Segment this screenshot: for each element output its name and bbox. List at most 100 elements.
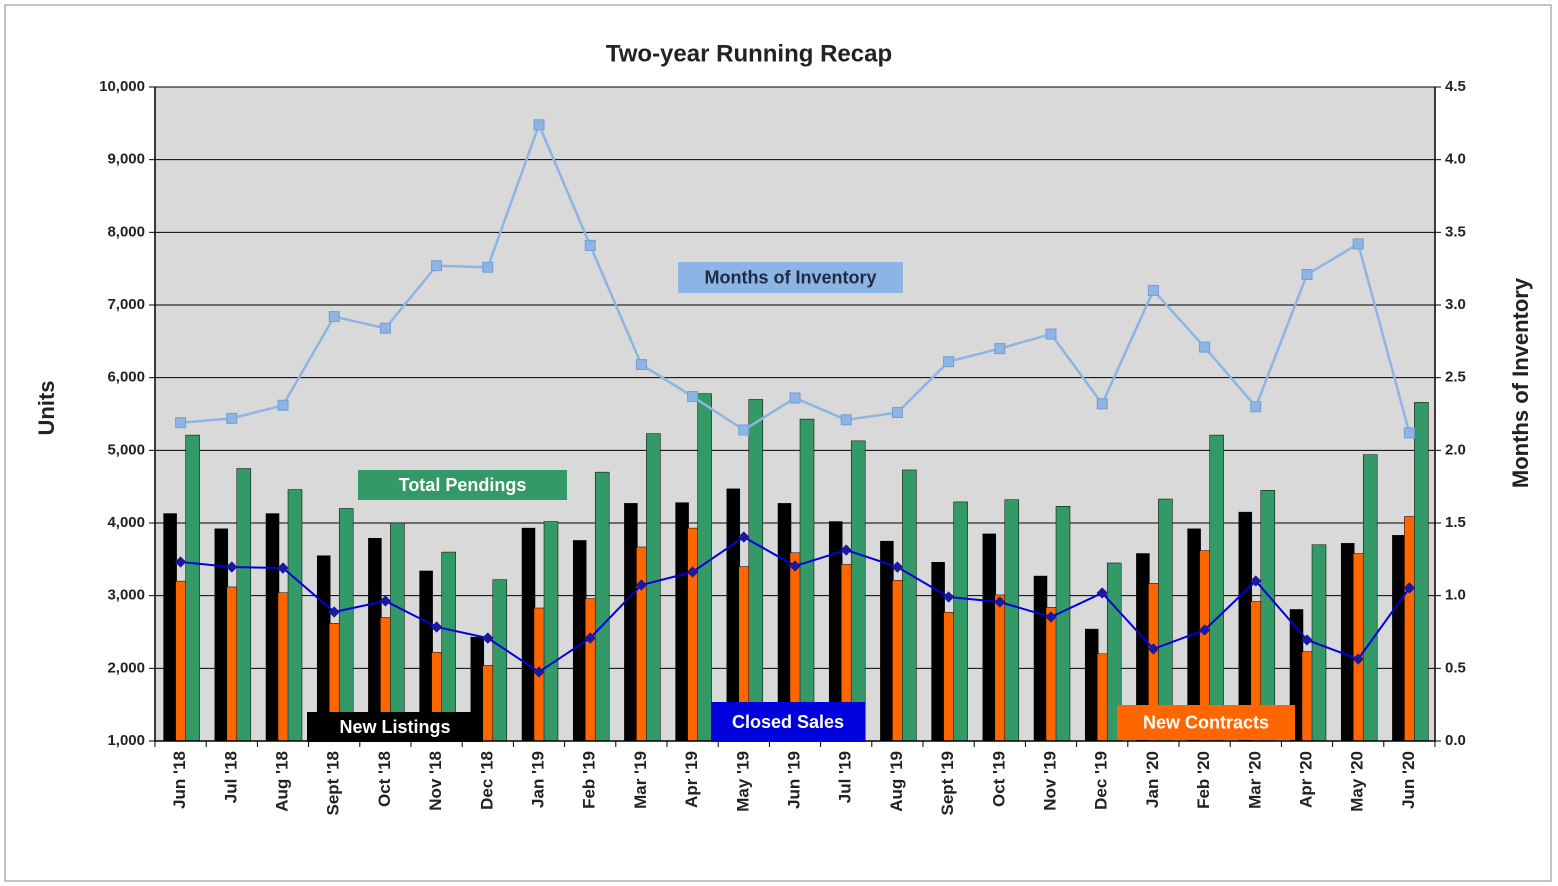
y-tick-label: 6,000: [107, 369, 145, 386]
y-tick-label: 8,000: [107, 223, 145, 240]
point-marker: [635, 579, 648, 591]
point-marker: [174, 556, 187, 568]
y-axis-title: Units: [34, 381, 59, 436]
bar: [390, 522, 405, 742]
point-marker: [942, 591, 955, 603]
bar: [521, 527, 536, 742]
point-marker: [789, 392, 801, 404]
bar: [953, 501, 968, 742]
bar: [338, 508, 354, 742]
point-marker: [533, 666, 545, 678]
bar: [214, 528, 229, 742]
bar: [1055, 506, 1071, 742]
x-tick-label: Mar '20: [1245, 751, 1264, 809]
point-marker: [533, 119, 545, 131]
x-tick-label: Jan '19: [528, 751, 547, 808]
x-tick-label: Feb '19: [580, 751, 599, 809]
y-tick-label: 4,000: [107, 514, 145, 531]
point-marker: [1045, 328, 1057, 340]
chart-title: Two-year Running Recap: [606, 40, 892, 67]
point-marker: [635, 359, 647, 371]
bar: [1158, 498, 1173, 742]
point-marker: [1198, 624, 1211, 636]
point-marker: [891, 407, 903, 419]
bar: [624, 503, 638, 742]
y2-tick-label: 2.0: [1445, 441, 1466, 458]
point-marker: [994, 596, 1006, 608]
x-tick-label: May '19: [733, 751, 752, 812]
bar: [1004, 499, 1020, 742]
legend-box: [1117, 705, 1295, 740]
legend-box: [358, 470, 567, 500]
point-marker: [738, 424, 750, 436]
point-marker: [687, 391, 699, 403]
bar: [163, 513, 177, 742]
point-marker: [1250, 575, 1262, 587]
bar: [646, 433, 661, 742]
y-tick-label: 7,000: [107, 296, 145, 313]
y2-tick-label: 0.5: [1445, 659, 1466, 676]
x-tick-label: Nov '19: [1040, 751, 1059, 811]
point-marker: [328, 606, 340, 618]
y-tick-label: 5,000: [107, 441, 145, 458]
point-marker: [379, 595, 392, 607]
y2-tick-label: 1.0: [1445, 587, 1466, 604]
point-marker: [1147, 284, 1159, 296]
bar: [572, 540, 587, 742]
y-tick-label: 9,000: [107, 151, 145, 168]
legend-label: New Listings: [339, 717, 450, 737]
bar: [1340, 543, 1355, 742]
point-marker: [840, 414, 852, 426]
bar: [1084, 628, 1099, 742]
point-marker: [1045, 611, 1057, 623]
bar: [594, 471, 610, 742]
bar: [1414, 402, 1429, 742]
point-marker: [891, 561, 904, 573]
point-marker: [1301, 268, 1313, 280]
point-marker: [584, 239, 596, 251]
legend-label: Total Pendings: [399, 475, 527, 495]
legend-label: Closed Sales: [732, 712, 844, 732]
point-marker: [789, 560, 801, 572]
legend-label: New Contracts: [1143, 712, 1269, 732]
x-tick-label: Oct '18: [375, 751, 394, 807]
point-marker: [1096, 587, 1108, 599]
bar: [287, 489, 303, 742]
x-tick-label: Oct '19: [989, 751, 1008, 807]
legend-box: [711, 702, 865, 742]
y2-axis-title: Months of Inventory: [1508, 277, 1533, 488]
y-tick-label: 1,000: [107, 732, 145, 749]
bar: [748, 399, 764, 742]
bar: [543, 521, 559, 742]
point-marker: [1403, 582, 1416, 594]
bar: [880, 540, 894, 742]
bar: [1209, 434, 1224, 742]
point-marker: [1352, 238, 1364, 250]
x-tick-label: Jul '18: [221, 751, 240, 803]
point-marker: [431, 260, 443, 272]
point-marker: [430, 621, 443, 633]
bar: [492, 579, 508, 742]
x-tick-label: Jun '20: [1399, 751, 1418, 809]
point-marker: [1352, 653, 1364, 665]
point-marker: [482, 632, 494, 644]
point-marker: [994, 343, 1006, 355]
bar: [1260, 490, 1276, 742]
bar: [1392, 535, 1406, 742]
x-tick-label: Jan '20: [1143, 751, 1162, 808]
x-tick-label: Sept '19: [938, 751, 957, 816]
y-tick-label: 10,000: [99, 78, 145, 95]
point-marker: [1301, 634, 1313, 646]
x-tick-label: Apr '19: [682, 751, 701, 808]
point-marker: [226, 412, 238, 424]
x-tick-label: Mar '19: [631, 751, 650, 809]
bar: [1362, 454, 1378, 742]
y2-tick-label: 2.5: [1445, 369, 1466, 386]
point-marker: [482, 261, 494, 273]
x-tick-label: Dec '18: [477, 751, 496, 810]
bar: [799, 418, 815, 742]
x-tick-label: Feb '20: [1194, 751, 1213, 809]
bar: [850, 440, 866, 742]
bar: [902, 469, 917, 742]
